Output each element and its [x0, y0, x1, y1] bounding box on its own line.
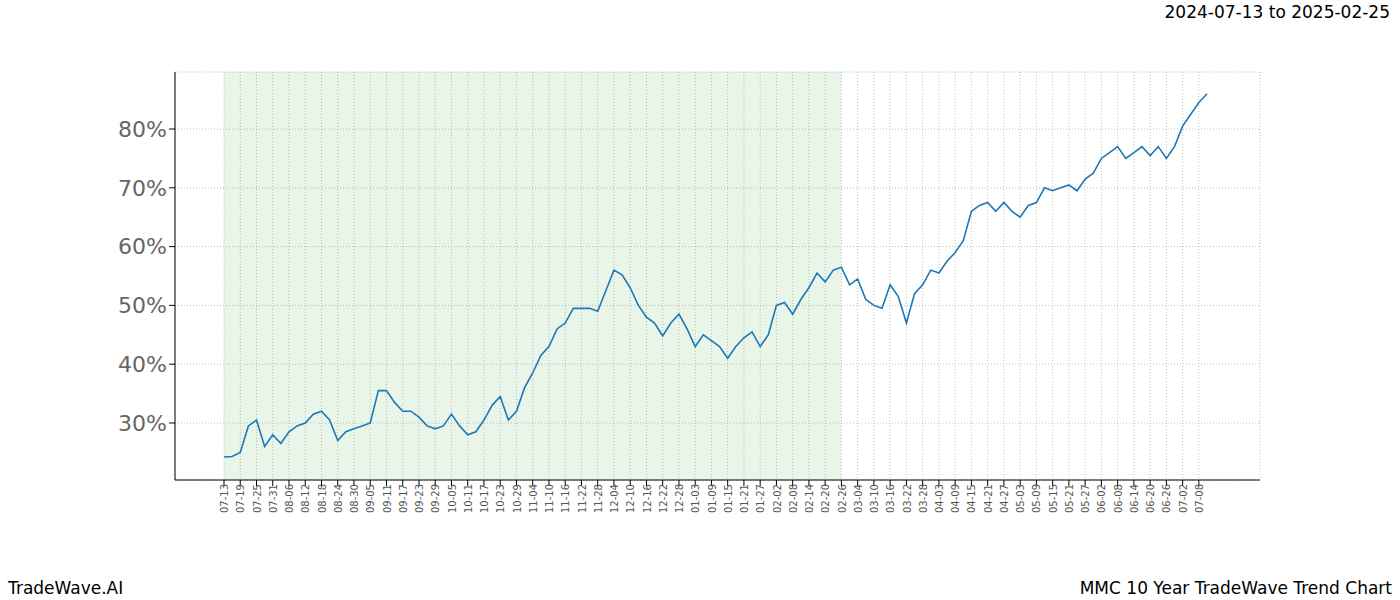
svg-text:10-23: 10-23 [495, 484, 506, 513]
svg-text:11-10: 11-10 [544, 484, 555, 513]
html-text:MMC 10 Year TradeWave Trend Ch: MMC 10 Year TradeWave Trend Chart [1079, 578, 1392, 598]
svg-text:01-15: 01-15 [723, 484, 734, 513]
svg-text:03-16: 03-16 [885, 484, 896, 513]
svg-text:04-03: 04-03 [934, 484, 945, 513]
svg-text:80%: 80% [118, 117, 167, 142]
svg-text:10-05: 10-05 [447, 484, 458, 513]
svg-text:12-28: 12-28 [674, 484, 685, 513]
svg-text:06-26: 06-26 [1161, 484, 1172, 513]
svg-text:08-24: 08-24 [333, 484, 344, 513]
html-text:2024-07-13 to 2025-02-25: 2024-07-13 to 2025-02-25 [1164, 2, 1390, 22]
svg-text:50%: 50% [118, 293, 167, 318]
svg-text:30%: 30% [118, 411, 167, 436]
svg-text:04-27: 04-27 [999, 484, 1010, 513]
svg-text:12-10: 12-10 [625, 484, 636, 513]
svg-text:08-06: 08-06 [284, 484, 295, 513]
svg-text:12-04: 12-04 [609, 484, 620, 513]
svg-text:11-22: 11-22 [577, 484, 588, 513]
svg-text:07-08: 07-08 [1194, 484, 1205, 513]
svg-text:11-04: 11-04 [528, 484, 539, 513]
svg-text:01-21: 01-21 [739, 484, 750, 513]
svg-text:01-09: 01-09 [707, 484, 718, 513]
svg-text:08-18: 08-18 [317, 484, 328, 513]
svg-text:11-16: 11-16 [560, 484, 571, 513]
svg-text:06-14: 06-14 [1129, 484, 1140, 513]
svg-text:12-22: 12-22 [658, 484, 669, 513]
svg-text:04-21: 04-21 [983, 484, 994, 513]
svg-text:40%: 40% [118, 352, 167, 377]
svg-text:03-10: 03-10 [869, 484, 880, 513]
svg-text:01-27: 01-27 [755, 484, 766, 513]
svg-text:09-11: 09-11 [382, 484, 393, 513]
svg-text:01-03: 01-03 [690, 484, 701, 513]
svg-text:05-27: 05-27 [1080, 484, 1091, 513]
svg-text:09-05: 09-05 [365, 484, 376, 513]
svg-text:03-22: 03-22 [902, 484, 913, 513]
svg-text:08-30: 08-30 [349, 484, 360, 513]
svg-text:60%: 60% [118, 234, 167, 259]
svg-text:02-14: 02-14 [804, 484, 815, 513]
svg-text:02-02: 02-02 [772, 484, 783, 513]
svg-text:12-16: 12-16 [642, 484, 653, 513]
svg-text:02-20: 02-20 [820, 484, 831, 513]
svg-text:11-28: 11-28 [593, 484, 604, 513]
svg-text:09-29: 09-29 [430, 484, 441, 513]
svg-text:03-04: 03-04 [853, 484, 864, 513]
svg-text:02-26: 02-26 [837, 484, 848, 513]
svg-text:10-17: 10-17 [479, 484, 490, 513]
svg-text:07-13: 07-13 [219, 484, 230, 513]
svg-text:08-12: 08-12 [300, 484, 311, 513]
svg-text:09-17: 09-17 [398, 484, 409, 513]
svg-text:09-23: 09-23 [414, 484, 425, 513]
svg-text:02-08: 02-08 [788, 484, 799, 513]
svg-text:06-02: 06-02 [1096, 484, 1107, 513]
svg-text:07-25: 07-25 [252, 484, 263, 513]
svg-text:05-09: 05-09 [1031, 484, 1042, 513]
svg-text:06-20: 06-20 [1145, 484, 1156, 513]
svg-text:04-15: 04-15 [967, 484, 978, 513]
svg-text:05-03: 05-03 [1015, 484, 1026, 513]
svg-text:04-09: 04-09 [950, 484, 961, 513]
svg-text:03-28: 03-28 [918, 484, 929, 513]
svg-text:70%: 70% [118, 176, 167, 201]
svg-text:10-29: 10-29 [512, 484, 523, 513]
svg-text:07-19: 07-19 [235, 484, 246, 513]
svg-text:05-15: 05-15 [1048, 484, 1059, 513]
html-text:TradeWave.AI: TradeWave.AI [8, 578, 124, 598]
svg-text:10-11: 10-11 [463, 484, 474, 513]
svg-text:05-21: 05-21 [1064, 484, 1075, 513]
svg-text:06-08: 06-08 [1113, 484, 1124, 513]
svg-text:07-02: 07-02 [1178, 484, 1189, 513]
svg-text:07-31: 07-31 [268, 484, 279, 513]
